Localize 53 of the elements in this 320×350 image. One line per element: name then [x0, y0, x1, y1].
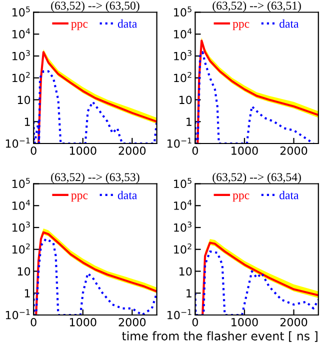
chart-title: (63,52) --> (63,53)	[51, 172, 140, 184]
y-tick-label: 1	[186, 118, 192, 126]
x-tick-label: 1000	[232, 318, 258, 326]
y-tick-label: 10$^{5}$	[12, 6, 30, 17]
y-tick-label: 10$^{4}$	[12, 28, 30, 38]
x-tick-label: 1000	[70, 146, 96, 155]
y-tick-label: 10$^{−1}$	[6, 138, 30, 148]
x-tick-label: 1000	[232, 146, 258, 155]
y-tick-label: 10$^{−1}$	[168, 138, 192, 148]
y-tick-label: 10$^{3}$	[174, 222, 192, 232]
y-tick-label: 10$^{5}$	[174, 6, 192, 17]
y-tick-label: 10$^{4}$	[174, 200, 192, 210]
x-tick-label: 2000	[280, 146, 308, 155]
y-tick-label: 10$^{2}$	[12, 243, 30, 254]
x-tick-label: 0	[30, 146, 36, 155]
y-tick-label: 10$^{4}$	[174, 28, 192, 38]
legend-label: data	[280, 19, 299, 28]
y-tick-label: 10	[18, 96, 30, 104]
x-tick-label: 0	[192, 318, 198, 326]
y-tick-label: 10$^{−1}$	[6, 309, 30, 320]
y-tick-label: 10$^{2}$	[174, 72, 192, 82]
y-tick-label: 10$^{3}$	[12, 50, 30, 60]
x-tick-label: 2000	[118, 318, 146, 326]
legend-label: data	[118, 190, 138, 200]
legend-label: data	[118, 19, 138, 28]
y-tick-label: 10	[18, 267, 30, 276]
chart-title: (63,52) --> (63,51)	[212, 1, 301, 12]
x-tick-label: 2000	[118, 146, 146, 155]
chart-title: (63,52) --> (63,54)	[212, 172, 301, 184]
y-tick-label: 10$^{3}$	[174, 50, 192, 60]
y-tick-label: 10$^{2}$	[12, 72, 30, 82]
y-tick-label: 10$^{−1}$	[168, 309, 192, 320]
x-tick-label: 1000	[70, 318, 96, 326]
y-tick-label: 10$^{5}$	[174, 178, 192, 188]
x-tick-label: 2000	[280, 318, 308, 326]
y-tick-label: 1	[186, 289, 192, 298]
x-tick-label: 0	[192, 146, 198, 155]
legend-label: ppc	[71, 194, 88, 202]
legend-label: ppc	[71, 22, 88, 30]
x-tick-label: 0	[30, 318, 36, 326]
legend-label: data	[280, 190, 299, 200]
x-axis-title: time from the flasher event [ ns ]	[122, 331, 318, 342]
chart-title: (63,52) --> (63,50)	[51, 1, 140, 12]
y-tick-label: 10$^{3}$	[12, 222, 30, 232]
y-tick-label: 10	[180, 96, 192, 104]
y-tick-label: 1	[24, 118, 30, 126]
y-tick-label: 10$^{2}$	[174, 243, 192, 254]
text: ppc	[232, 194, 250, 202]
text: ppc	[232, 22, 250, 30]
y-tick-label: 1	[24, 289, 30, 298]
y-tick-label: 10	[180, 267, 192, 276]
y-tick-label: 10$^{5}$	[12, 178, 30, 188]
y-tick-label: 10$^{4}$	[12, 200, 30, 210]
